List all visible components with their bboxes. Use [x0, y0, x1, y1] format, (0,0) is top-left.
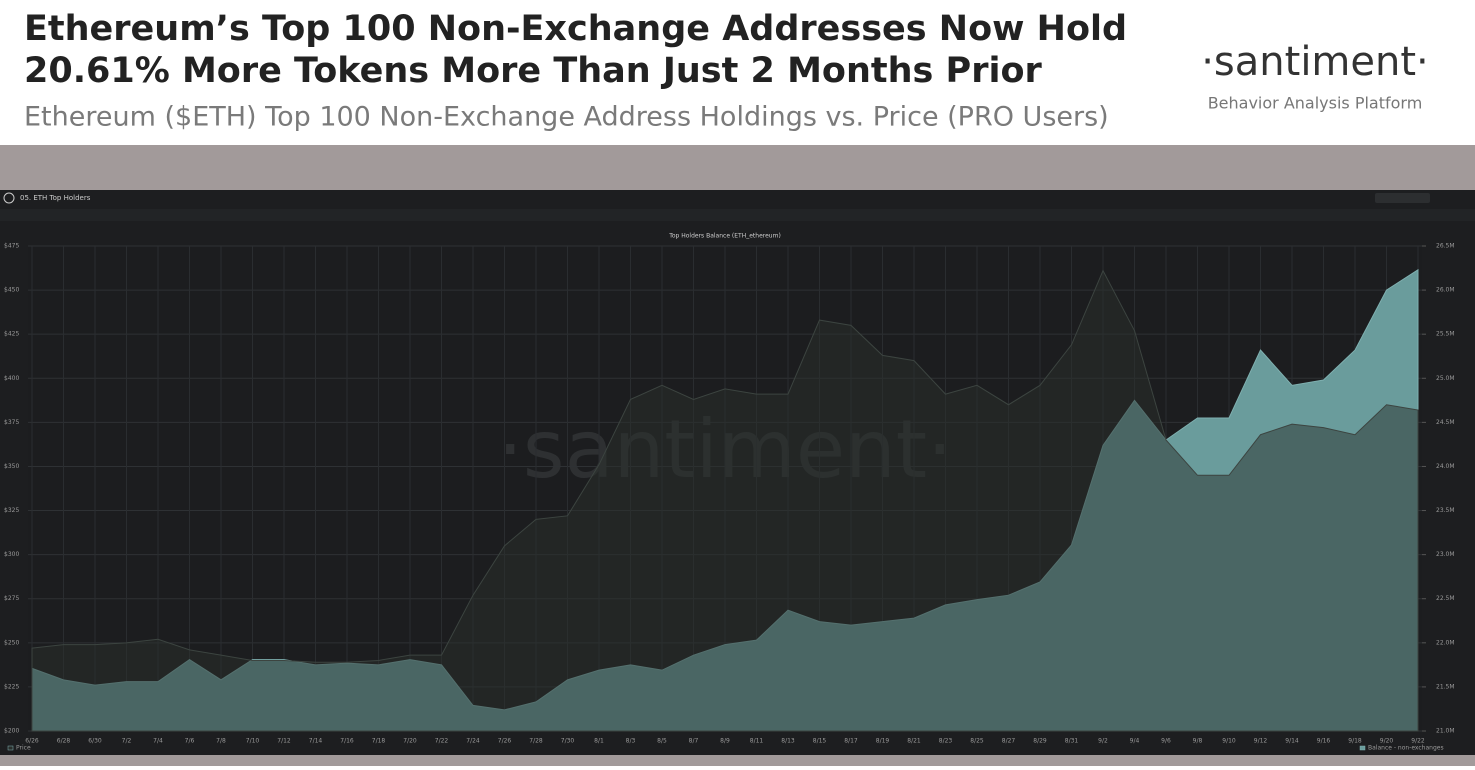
y2-tick-label: 23.5M	[1436, 507, 1455, 514]
x-tick-label: 7/4	[153, 738, 163, 745]
y-tick-label: $200	[4, 728, 19, 735]
x-tick-label: 9/14	[1285, 738, 1299, 745]
y-tick-label: $475	[4, 243, 19, 250]
filter-bar	[0, 209, 1475, 221]
legend-label: Price	[16, 745, 31, 752]
y2-tick-label: 21.5M	[1436, 683, 1455, 690]
y-tick-label: $425	[4, 331, 19, 338]
x-tick-label: 7/6	[185, 738, 195, 745]
y-tick-label: $450	[4, 287, 19, 294]
title: 20.61% More Tokens More Than Just 2 Mont…	[24, 51, 1043, 91]
x-tick-label: 8/21	[907, 738, 921, 745]
y-tick-label: $275	[4, 595, 19, 602]
x-tick-label: 7/10	[246, 738, 260, 745]
x-tick-label: 7/8	[216, 738, 226, 745]
y-tick-label: $225	[4, 683, 19, 690]
legend-swatch	[7, 745, 14, 751]
x-tick-label: 8/25	[970, 738, 984, 745]
y2-tick-label: 25.5M	[1436, 331, 1455, 338]
x-tick-label: 6/26	[25, 738, 39, 745]
tagline: Behavior Analysis Platform	[1208, 94, 1423, 113]
x-tick-label: 8/29	[1033, 738, 1047, 745]
y2-tick-label: 23.0M	[1436, 551, 1455, 558]
y2-tick-label: 22.0M	[1436, 639, 1455, 646]
x-tick-label: 8/13	[781, 738, 795, 745]
x-tick-label: 9/18	[1348, 738, 1362, 745]
legend-label: Balance - non-exchanges	[1368, 745, 1444, 752]
area	[31, 269, 1419, 732]
y2-tick-label: 24.5M	[1436, 419, 1455, 426]
x-tick-label: 8/19	[876, 738, 890, 745]
y2-tick-label: 22.5M	[1436, 595, 1455, 602]
x-tick-label: 9/10	[1222, 738, 1236, 745]
x-tick-label: 9/22	[1411, 738, 1425, 745]
frame-band	[0, 145, 1475, 190]
y2-tick-label: 21.0M	[1436, 728, 1455, 735]
dashboard-tab[interactable]: 05. ETH Top Holders	[20, 194, 91, 202]
y2-tick-label: 25.0M	[1436, 375, 1455, 382]
x-tick-label: 9/16	[1317, 738, 1331, 745]
x-tick-label: 8/3	[626, 738, 636, 745]
x-tick-label: 8/31	[1065, 738, 1079, 745]
x-tick-label: 7/2	[122, 738, 132, 745]
x-tick-label: 8/23	[939, 738, 953, 745]
header-bg	[0, 0, 1475, 145]
x-tick-label: 7/14	[309, 738, 323, 745]
x-tick-label: 8/11	[750, 738, 764, 745]
x-tick-label: 9/2	[1098, 738, 1108, 745]
subtitle: Ethereum ($ETH) Top 100 Non-Exchange Add…	[24, 102, 1109, 133]
legend-swatch	[1359, 745, 1366, 751]
x-tick-label: 8/7	[689, 738, 699, 745]
x-tick-label: 9/20	[1380, 738, 1394, 745]
y-tick-label: $250	[4, 639, 19, 646]
x-tick-label: 7/30	[561, 738, 575, 745]
x-tick-label: 8/15	[813, 738, 827, 745]
x-tick-label: 7/26	[498, 738, 512, 745]
y-tick-label: $325	[4, 507, 19, 514]
plot: ·santiment·$200$225$250$275$300$325$350$…	[4, 243, 1455, 752]
y-tick-label: $300	[4, 551, 19, 558]
x-tick-label: 7/22	[435, 738, 449, 745]
x-tick-label: 7/12	[277, 738, 291, 745]
x-tick-label: 7/16	[340, 738, 354, 745]
x-tick-label: 7/20	[403, 738, 417, 745]
logo: ·santiment·	[1201, 39, 1429, 85]
x-tick-label: 9/6	[1161, 738, 1171, 745]
y-tick-label: $375	[4, 419, 19, 426]
chart-title: Top Holders Balance (ETH_ethereum)	[668, 233, 781, 240]
y2-tick-label: 26.5M	[1436, 243, 1455, 250]
y2-tick-label: 26.0M	[1436, 287, 1455, 294]
x-tick-label: 8/27	[1002, 738, 1016, 745]
x-tick-label: 8/1	[594, 738, 604, 745]
x-tick-label: 8/5	[657, 738, 667, 745]
back-button[interactable]	[3, 192, 15, 204]
y-tick-label: $350	[4, 463, 19, 470]
x-tick-label: 7/18	[372, 738, 386, 745]
frame-band	[0, 755, 1475, 766]
range-picker[interactable]	[1375, 193, 1430, 203]
x-tick-label: 9/4	[1130, 738, 1140, 745]
x-tick-label: 6/30	[88, 738, 102, 745]
x-tick-label: 8/17	[844, 738, 858, 745]
title: Ethereum’s Top 100 Non-Exchange Addresse…	[24, 9, 1127, 49]
x-tick-label: 6/28	[57, 738, 71, 745]
x-tick-label: 7/28	[529, 738, 543, 745]
y-tick-label: $400	[4, 375, 19, 382]
y2-tick-label: 24.0M	[1436, 463, 1455, 470]
x-tick-label: 9/8	[1193, 738, 1203, 745]
x-tick-label: 7/24	[466, 738, 480, 745]
x-tick-label: 9/12	[1254, 738, 1268, 745]
x-tick-label: 8/9	[720, 738, 730, 745]
